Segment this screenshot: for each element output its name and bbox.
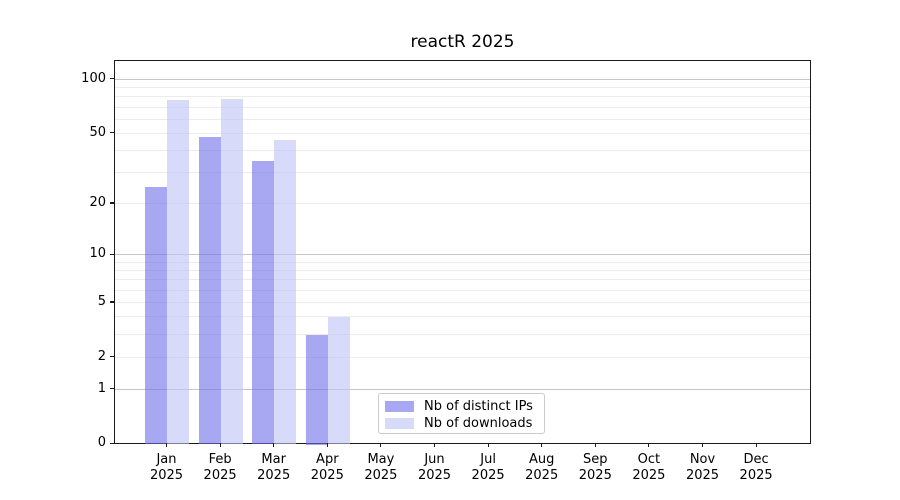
minor-gridline-50: [115, 132, 810, 134]
y-tick-2: [109, 356, 114, 358]
bar-ips-apr: [305, 335, 328, 445]
major-gridline-100: [115, 78, 810, 80]
x-tick-jun: [433, 443, 436, 447]
minor-gridline-90: [115, 87, 810, 89]
minor-gridline-4: [115, 316, 810, 318]
minor-gridline-30: [115, 172, 810, 174]
x-tick-dec: [755, 443, 757, 447]
x-tick-label-dec: Dec 2025: [739, 451, 773, 484]
y-tick-label-50: 50: [89, 124, 106, 140]
x-tick-nov: [701, 443, 704, 447]
minor-gridline-5: [115, 302, 810, 303]
legend-swatch-ips: [385, 401, 414, 412]
minor-gridline-80: [115, 96, 810, 98]
y-tick-label-100: 100: [81, 70, 106, 86]
bar-downloads-jan: [167, 100, 189, 445]
x-tick-label-sep: Sep 2025: [578, 451, 612, 484]
legend-swatch-downloads: [385, 418, 414, 429]
major-gridline-10: [115, 254, 810, 256]
x-tick-oct: [648, 443, 650, 447]
y-tick-label-0: 0: [97, 435, 106, 451]
x-tick-label-oct: Oct 2025: [632, 451, 666, 484]
minor-gridline-2: [115, 356, 810, 358]
legend-label-ips: Nb of distinct IPs: [424, 398, 533, 414]
x-tick-jan: [165, 443, 168, 447]
minor-gridline-40: [115, 150, 810, 152]
x-tick-label-jul: Jul 2025: [471, 451, 505, 484]
minor-gridline-8: [115, 269, 810, 271]
x-tick-feb: [219, 443, 221, 447]
y-tick-label-20: 20: [89, 194, 106, 210]
legend-row-downloads: Nb of downloads: [385, 416, 536, 432]
x-tick-aug: [541, 443, 543, 447]
x-tick-may: [380, 443, 382, 447]
x-tick-apr: [326, 443, 328, 447]
y-tick-label-1: 1: [97, 380, 106, 396]
x-tick-label-feb: Feb 2025: [203, 451, 237, 484]
bar-ips-feb: [198, 137, 221, 445]
minor-gridline-7: [115, 279, 810, 281]
x-tick-label-nov: Nov 2025: [685, 451, 720, 484]
bar-downloads-feb: [220, 99, 243, 445]
x-tick-label-jun: Jun 2025: [417, 451, 452, 484]
y-tick-100: [109, 78, 114, 80]
bar-ips-jan: [145, 187, 167, 445]
chart-title: reactR 2025: [410, 32, 515, 52]
y-tick-label-5: 5: [97, 293, 106, 309]
minor-gridline-3: [115, 334, 810, 335]
legend: Nb of distinct IPs Nb of downloads: [378, 392, 545, 434]
plot-area: [114, 59, 811, 445]
bar-ips-mar: [252, 161, 275, 445]
bar-downloads-apr: [327, 317, 350, 445]
y-tick-label-2: 2: [97, 348, 106, 364]
x-tick-mar: [273, 443, 275, 447]
bar-downloads-mar: [274, 140, 297, 445]
major-gridline-1: [115, 388, 810, 390]
y-tick-1: [109, 388, 114, 390]
minor-gridline-70: [115, 106, 810, 108]
minor-gridline-9: [115, 261, 810, 263]
minor-gridline-20: [115, 203, 810, 204]
y-tick-5: [109, 301, 114, 303]
x-tick-label-jan: Jan 2025: [149, 451, 184, 484]
y-tick-label-10: 10: [89, 245, 106, 261]
y-tick-20: [109, 202, 114, 204]
legend-label-downloads: Nb of downloads: [424, 415, 533, 431]
x-tick-label-aug: Aug 2025: [525, 451, 559, 484]
y-tick-10: [109, 253, 114, 255]
x-tick-sep: [594, 443, 596, 447]
x-tick-label-may: May 2025: [364, 451, 398, 484]
y-tick-50: [109, 132, 114, 134]
x-tick-jul: [487, 443, 489, 447]
minor-gridline-60: [115, 118, 810, 120]
x-tick-label-mar: Mar 2025: [257, 451, 291, 484]
legend-row-ips: Nb of distinct IPs: [385, 399, 536, 415]
x-tick-label-apr: Apr 2025: [310, 451, 344, 484]
y-tick-0: [109, 442, 114, 445]
minor-gridline-6: [115, 289, 810, 291]
